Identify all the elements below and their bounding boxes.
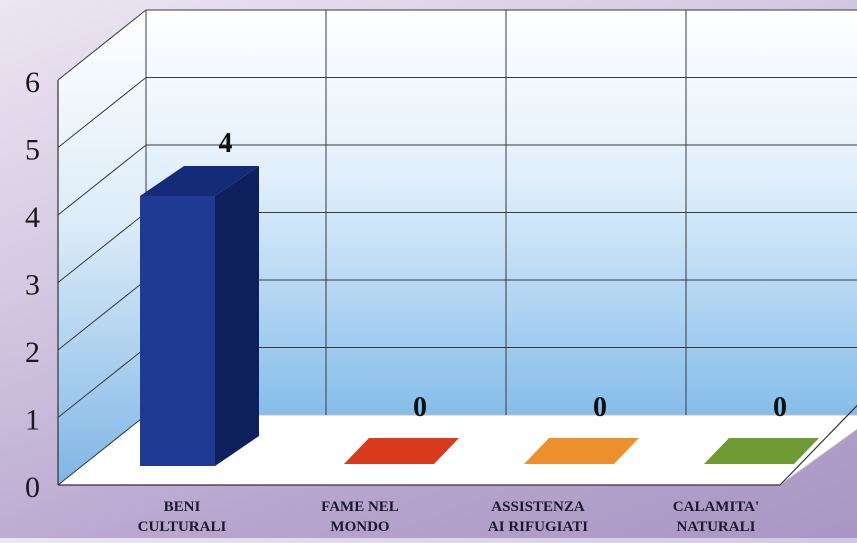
bar	[140, 196, 215, 466]
y-tick-label: 4	[25, 201, 40, 234]
gridline-depth	[57, 212, 147, 283]
gridline-depth	[57, 279, 147, 351]
x-tick-label: CULTURALI	[138, 519, 227, 535]
x-tick-label: FAME NEL	[321, 499, 399, 515]
gridline-depth	[57, 144, 147, 216]
gridline-depth	[57, 414, 147, 486]
data-label: 0	[413, 392, 427, 423]
y-tick-label: 2	[25, 336, 40, 369]
x-tick-label: AI RIFUGIATI	[488, 519, 588, 535]
y-tick-label: 1	[25, 404, 40, 437]
x-tick-label: ASSISTENZA	[491, 499, 585, 515]
bar	[344, 438, 459, 464]
gridline-depth	[57, 347, 147, 418]
x-tick-label: CALAMITA'	[673, 499, 759, 515]
x-tick-label: MONDO	[330, 519, 389, 535]
data-label: 0	[593, 392, 607, 423]
x-tick-label: BENI	[164, 499, 201, 515]
y-tick-label: 5	[25, 134, 40, 167]
gridline-depth	[57, 77, 147, 148]
x-tick-label: NATURALI	[677, 519, 756, 535]
floor-edge	[779, 404, 857, 486]
gridline-depth	[57, 9, 147, 81]
bar	[704, 438, 819, 464]
y-tick-label: 6	[25, 66, 40, 99]
y-tick-label: 0	[25, 471, 40, 504]
data-label: 0	[773, 392, 787, 423]
data-label: 4	[219, 128, 233, 159]
bar	[524, 438, 639, 464]
bar-side	[215, 166, 259, 466]
bar-top	[140, 166, 259, 196]
y-tick-label: 3	[25, 269, 40, 302]
